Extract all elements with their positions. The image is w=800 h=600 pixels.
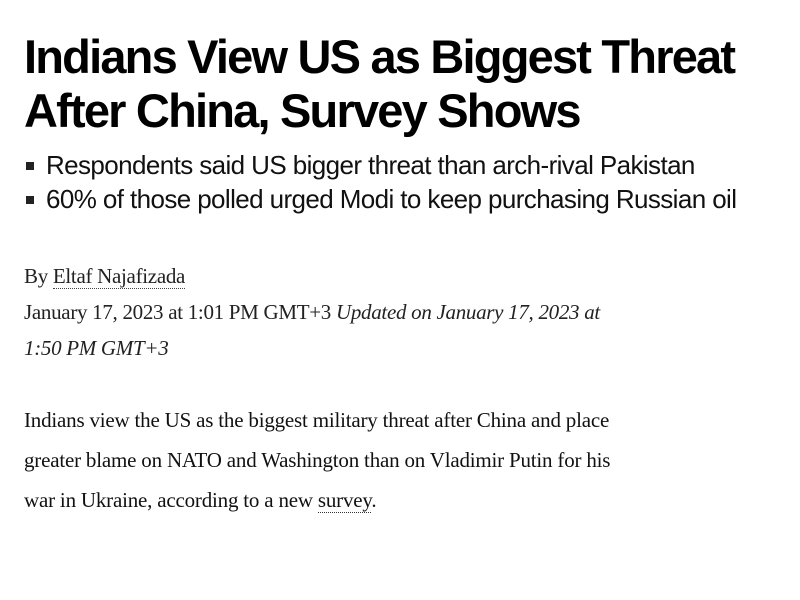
timestamps: January 17, 2023 at 1:01 PM GMT+3 Update…	[24, 294, 624, 366]
headline: Indians View US as Biggest Threat After …	[24, 30, 736, 137]
body-text-after-link: .	[371, 488, 377, 512]
square-bullet-icon	[26, 162, 34, 170]
summary-list: Respondents said US bigger threat than a…	[24, 148, 784, 216]
square-bullet-icon	[26, 196, 34, 204]
article-body-paragraph: Indians view the US as the biggest milit…	[24, 400, 624, 520]
summary-item: Respondents said US bigger threat than a…	[24, 148, 784, 182]
body-text-before-link: Indians view the US as the biggest milit…	[24, 408, 611, 512]
updated-date: Updated on January 17, 2023 at 1:50 PM G…	[24, 300, 600, 360]
survey-link[interactable]: survey	[317, 488, 372, 513]
article: Indians View US as Biggest Threat After …	[24, 30, 784, 541]
published-date: January 17, 2023 at 1:01 PM GMT+3	[24, 300, 332, 324]
summary-item-text: Respondents said US bigger threat than a…	[46, 150, 695, 180]
author-link[interactable]: Eltaf Najafizada	[52, 264, 186, 289]
byline: By Eltaf Najafizada	[24, 258, 784, 294]
summary-item: 60% of those polled urged Modi to keep p…	[24, 182, 784, 216]
summary-item-text: 60% of those polled urged Modi to keep p…	[46, 184, 737, 214]
byline-prefix: By	[24, 264, 48, 288]
